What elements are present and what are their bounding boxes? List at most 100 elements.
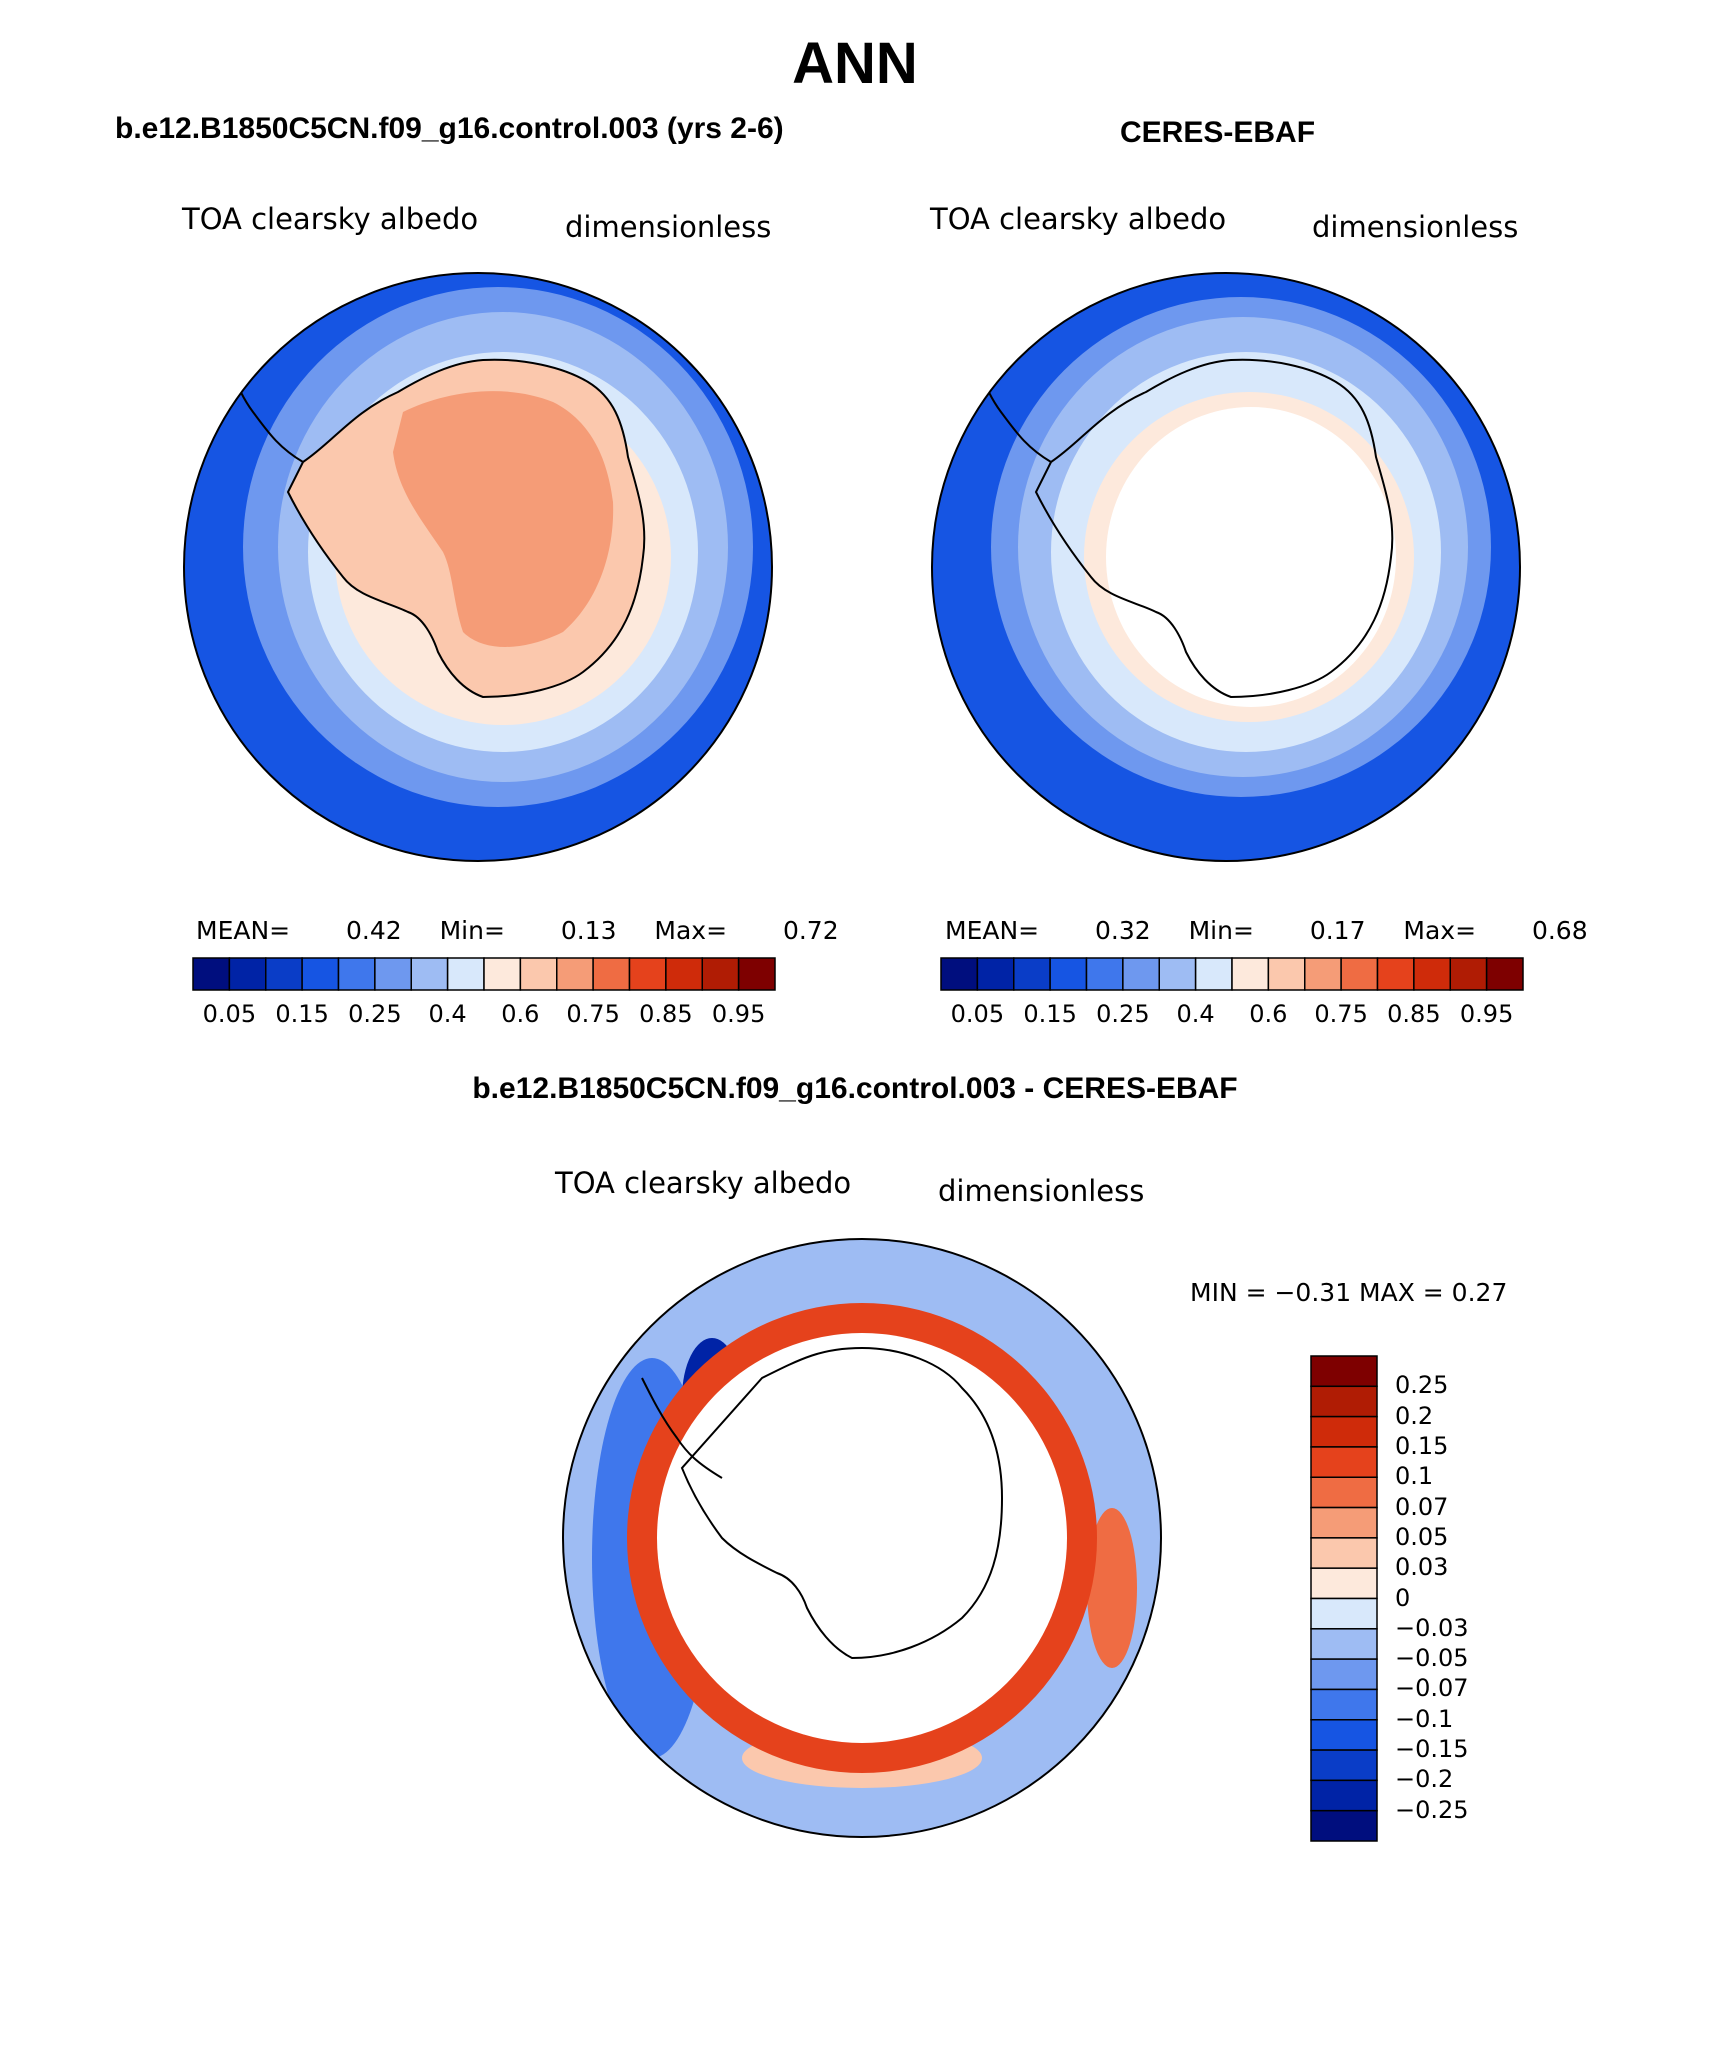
diff-colorbar-tick-label: −0.05 (1395, 1644, 1469, 1673)
model-min-value: 0.13 (560, 916, 617, 945)
diff-colorbar-tick-label: 0.2 (1395, 1401, 1434, 1430)
diff-colorbar-swatch (1310, 1446, 1378, 1478)
diff-colorbar (1310, 1355, 1378, 1842)
obs-mean-value: 0.32 (1095, 916, 1151, 945)
obs-colorbar-swatch (1485, 957, 1524, 991)
diff-colorbar-swatch (1310, 1688, 1378, 1721)
diff-colorbar-swatch (1310, 1597, 1378, 1630)
diff-colorbar-swatch (1310, 1749, 1378, 1782)
obs-colorbar-tick-label: 0.15 (1023, 1000, 1077, 1028)
obs-colorbar (940, 957, 1524, 991)
diff-minmax: MIN = −0.31 MAX = 0.27 (1190, 1278, 1508, 1307)
obs-colorbar-swatch (1122, 957, 1160, 991)
diff-colorbar-tick-label: 0.25 (1395, 1371, 1449, 1400)
diff-panel-heading: b.e12.B1850C5CN.f09_g16.control.003 - CE… (472, 1072, 1238, 1105)
diff-colorbar-swatch (1310, 1719, 1378, 1751)
model-colorbar-tick-label: 0.15 (275, 1000, 329, 1028)
diff-colorbar-swatch (1310, 1415, 1378, 1448)
obs-colorbar-swatch (1376, 957, 1415, 991)
obs-colorbar-swatch (1085, 957, 1124, 991)
diff-colorbar-tick-label: −0.03 (1395, 1613, 1469, 1642)
diff-colorbar-swatch (1310, 1658, 1378, 1691)
obs-colorbar-swatch (1340, 957, 1379, 991)
obs-continent-outline (1034, 358, 1394, 699)
obs-colorbar-swatch (1013, 957, 1051, 991)
diff-colorbar-ticks: 0.25 0.2 0.15 0.1 0.07 0.05 0.03 0 −0.03 −0.05 −0.… (1395, 1355, 1515, 1842)
diff-colorbar-tick-label: 0.1 (1395, 1462, 1434, 1491)
obs-colorbar-tick-label: 0.85 (1387, 1000, 1441, 1028)
diff-colorbar-swatch (1310, 1779, 1378, 1812)
model-colorbar-swatch (737, 957, 776, 991)
obs-colorbar-swatch (1231, 957, 1270, 991)
obs-stats: MEAN= 0.32 Min= 0.17 Max= 0.68 (945, 916, 1588, 945)
obs-min-value: 0.17 (1309, 916, 1366, 945)
diff-variable-label: TOA clearsky albedo (555, 1166, 852, 1200)
model-map-border (183, 272, 773, 862)
model-colorbar-swatch (301, 957, 340, 991)
main-title: ANN (792, 31, 918, 96)
diff-colorbar-tick-label: 0.15 (1395, 1431, 1449, 1460)
diff-units-label: dimensionless (938, 1174, 1145, 1208)
model-max-value: 0.72 (782, 916, 839, 945)
diff-colorbar-tick-label: −0.1 (1395, 1704, 1454, 1733)
diff-colorbar-swatch (1310, 1809, 1378, 1842)
obs-colorbar-tick-label: 0.4 (1176, 1000, 1215, 1028)
model-units-label: dimensionless (565, 210, 772, 244)
model-colorbar-tick-label: 0.85 (639, 1000, 693, 1028)
model-max-label: Max= (654, 916, 728, 945)
model-mean-value: 0.42 (346, 916, 402, 945)
obs-map-border (931, 272, 1521, 862)
obs-colorbar-swatch (1194, 957, 1233, 991)
obs-colorbar-ticks: 0.05 0.15 0.25 0.4 0.6 0.75 0.85 0.95 (941, 1000, 1523, 1030)
obs-colorbar-swatch (1304, 957, 1342, 991)
model-colorbar-tick-label: 0.05 (202, 1000, 257, 1028)
obs-max-label: Max= (1403, 916, 1477, 945)
diff-ring-inner-white (657, 1333, 1067, 1743)
obs-colorbar-swatch (1049, 957, 1088, 991)
model-mean-label: MEAN= (196, 916, 291, 945)
diff-peninsula (641, 1377, 723, 1479)
obs-panel-heading: CERES-EBAF (1120, 116, 1316, 149)
diff-colorbar-swatch (1310, 1385, 1378, 1418)
obs-colorbar-swatch (976, 957, 1015, 991)
diff-colorbar-swatch (1310, 1567, 1378, 1600)
obs-colorbar-swatch (1158, 957, 1197, 991)
obs-colorbar-swatch (1267, 957, 1306, 991)
obs-colorbar-tick-label: 0.75 (1314, 1000, 1368, 1028)
model-colorbar (192, 957, 776, 991)
diff-colorbar-tick-label: 0.07 (1395, 1492, 1449, 1521)
diff-colorbar-swatch (1310, 1628, 1378, 1660)
obs-colorbar-swatch (1449, 957, 1488, 991)
diff-colorbar-tick-label: 0 (1395, 1583, 1411, 1612)
diff-colorbar-swatch (1310, 1476, 1378, 1509)
diff-colorbar-tick-label: 0.05 (1395, 1522, 1449, 1551)
model-colorbar-swatch (265, 957, 303, 991)
model-colorbar-tick-label: 0.25 (348, 1000, 402, 1028)
model-map (183, 272, 773, 862)
diff-colorbar-tick-label: −0.2 (1395, 1765, 1454, 1794)
diff-continent-outline (680, 1346, 1004, 1660)
model-continent-core (393, 391, 614, 647)
obs-colorbar-swatch (940, 957, 979, 991)
obs-variable-label: TOA clearsky albedo (930, 202, 1227, 236)
model-colorbar-tick-label: 0.95 (711, 1000, 766, 1028)
model-colorbar-swatch (519, 957, 558, 991)
model-colorbar-swatch (592, 957, 631, 991)
model-colorbar-ticks: 0.05 0.15 0.25 0.4 0.6 0.75 0.85 0.95 (193, 1000, 775, 1030)
obs-colorbar-tick-label: 0.05 (950, 1000, 1005, 1028)
model-stats: MEAN= 0.42 Min= 0.13 Max= 0.72 (196, 916, 839, 945)
diff-colorbar-tick-label: −0.25 (1395, 1795, 1469, 1824)
obs-map (931, 272, 1521, 862)
model-colorbar-tick-label: 0.4 (428, 1000, 467, 1028)
model-panel-heading: b.e12.B1850C5CN.f09_g16.control.003 (yrs… (115, 112, 784, 145)
obs-continent-blank (1106, 407, 1396, 707)
model-colorbar-swatch (410, 957, 449, 991)
diff-colorbar-tick-label: −0.07 (1395, 1674, 1469, 1703)
model-colorbar-swatch (701, 957, 740, 991)
diff-colorbar-swatch (1310, 1355, 1378, 1388)
obs-max-value: 0.68 (1531, 916, 1588, 945)
model-colorbar-tick-label: 0.75 (566, 1000, 620, 1028)
model-colorbar-swatch (556, 957, 594, 991)
obs-colorbar-tick-label: 0.6 (1249, 1000, 1288, 1028)
obs-min-label: Min= (1188, 916, 1254, 945)
